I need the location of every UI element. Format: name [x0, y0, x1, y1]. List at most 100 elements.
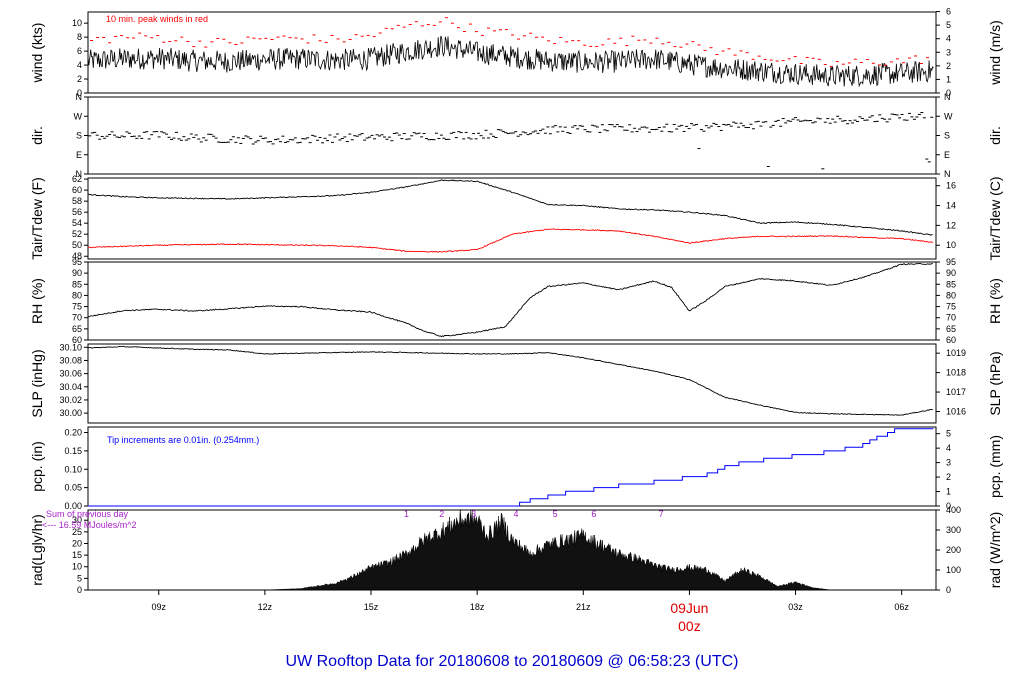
y-tick-label-right: N [944, 92, 951, 102]
y-tick-label-right: 75 [946, 302, 956, 312]
y-tick-label-right: 5 [946, 429, 951, 439]
y-tick-label-right: 6 [946, 7, 951, 17]
y-tick-label: 30.10 [59, 342, 82, 352]
y-tick-label: 60 [72, 335, 82, 345]
y-tick-label: S [76, 131, 82, 141]
panel-frame [87, 177, 937, 260]
y-tick-label-right: 0 [946, 585, 951, 595]
y-tick-label: 52 [72, 229, 82, 239]
y-tick-label: 6 [77, 46, 82, 56]
y-tick-label: 0.15 [64, 446, 82, 456]
y-axis-label-right: Tair/Tdew (C) [987, 176, 1003, 260]
y-tick-label-right: 0 [946, 501, 951, 511]
y-tick-label-right: 1 [946, 487, 951, 497]
x-tick-label: 12z [258, 602, 273, 612]
y-tick-label: 25 [72, 527, 82, 537]
x-tick-label: 18z [470, 602, 485, 612]
series-slp [87, 345, 933, 416]
y-tick-label-right: 95 [946, 257, 956, 267]
y-tick-label: 60 [72, 185, 82, 195]
y-tick-label-right: 80 [946, 290, 956, 300]
y-tick-label: 30.08 [59, 355, 82, 365]
y-tick-label: 10 [72, 18, 82, 28]
y-tick-label-right: 70 [946, 313, 956, 323]
y-tick-label-right: 1017 [946, 387, 966, 397]
y-tick-label: 0.10 [64, 464, 82, 474]
series-tair [87, 179, 933, 236]
precip-annotation: Tip increments are 0.01in. (0.254mm.) [107, 435, 259, 445]
y-tick-label-right: 1019 [946, 348, 966, 358]
x-tick-label: 21z [576, 602, 591, 612]
y-tick-label: N [76, 169, 83, 179]
y-axis-label: SLP (inHg) [29, 349, 45, 417]
y-tick-label: 80 [72, 290, 82, 300]
series-tdew [87, 228, 934, 253]
uv-label: 3 [471, 509, 476, 519]
y-tick-label: 5 [77, 573, 82, 583]
y-tick-label: 30.04 [59, 382, 82, 392]
y-tick-label: 56 [72, 207, 82, 217]
peak-annotation: 10 min. peak winds in red [106, 14, 208, 24]
y-axis-label-right: pcp. (mm) [987, 435, 1003, 498]
y-tick-label: 62 [72, 174, 82, 184]
panel-wind: 0 2 4 6 8 10 0 1 2 3 4 5 6 wind (kts) wind (m/s) 10 min… [29, 7, 1003, 98]
y-tick-label: 8 [77, 32, 82, 42]
x-tick-label: 03z [788, 602, 803, 612]
y-tick-label: 30.06 [59, 369, 82, 379]
x-tick-label: 00z [678, 618, 701, 634]
y-tick-label-right: 14 [946, 201, 956, 211]
y-tick-label: 0.00 [64, 501, 82, 511]
y-tick-label: 0.05 [64, 483, 82, 493]
series-rad [264, 509, 849, 591]
y-tick-label-right: 4 [946, 34, 951, 44]
uv-label: 6 [591, 509, 596, 519]
y-tick-label: 75 [72, 302, 82, 312]
y-axis-label: pcp. (in) [29, 441, 45, 492]
uv-label: 5 [552, 509, 557, 519]
x-tick-label: 06z [894, 602, 909, 612]
y-tick-label: 30.00 [59, 408, 82, 418]
y-tick-label-right: 4 [946, 443, 951, 453]
y-tick-label-right: 85 [946, 279, 956, 289]
y-tick-label: 90 [72, 268, 82, 278]
y-tick-label-right: S [944, 131, 950, 141]
y-axis-label: wind (kts) [29, 23, 45, 84]
y-axis-label: Tair/Tdew (F) [29, 177, 45, 259]
y-tick-label-right: 3 [946, 47, 951, 57]
y-tick-label-right: 0 [946, 88, 951, 98]
rad-note-line1: Sum of previous day [46, 509, 129, 519]
series-precip [88, 428, 934, 507]
y-tick-label-right: 10 [946, 240, 956, 250]
y-tick-label: 10 [72, 562, 82, 572]
y-tick-label: E [76, 150, 82, 160]
y-tick-label-right: 3 [946, 458, 951, 468]
y-tick-label: 58 [72, 196, 82, 206]
y-tick-label-right: 12 [946, 220, 956, 230]
y-tick-label: 0 [77, 88, 82, 98]
y-tick-label: N [76, 92, 83, 102]
y-tick-label: 15 [72, 550, 82, 560]
x-tick-label: 15z [364, 602, 379, 612]
panel-frame [87, 343, 937, 424]
y-axis-label: dir. [29, 126, 45, 145]
y-axis-label-right: RH (%) [987, 278, 1003, 324]
y-tick-label-right: 1016 [946, 406, 966, 416]
series-wind [87, 35, 934, 88]
panel-precip: 0.00 0.05 0.10 0.15 0.20 0 1 2 3 4 5 pcp. (in) pcp. … [29, 426, 1003, 511]
y-axis-label-right: dir. [987, 126, 1003, 145]
series-peak [90, 17, 930, 67]
y-tick-label: 70 [72, 313, 82, 323]
uv-label: 2 [439, 509, 444, 519]
y-tick-label: 4 [77, 60, 82, 70]
y-tick-label-right: 2 [946, 472, 951, 482]
panel-frame [87, 261, 937, 341]
date-label: 09Jun [670, 600, 708, 616]
y-tick-label: 30.02 [59, 395, 82, 405]
y-tick-label-right: 65 [946, 324, 956, 334]
y-tick-label: 2 [77, 74, 82, 84]
y-tick-label-right: E [944, 150, 950, 160]
